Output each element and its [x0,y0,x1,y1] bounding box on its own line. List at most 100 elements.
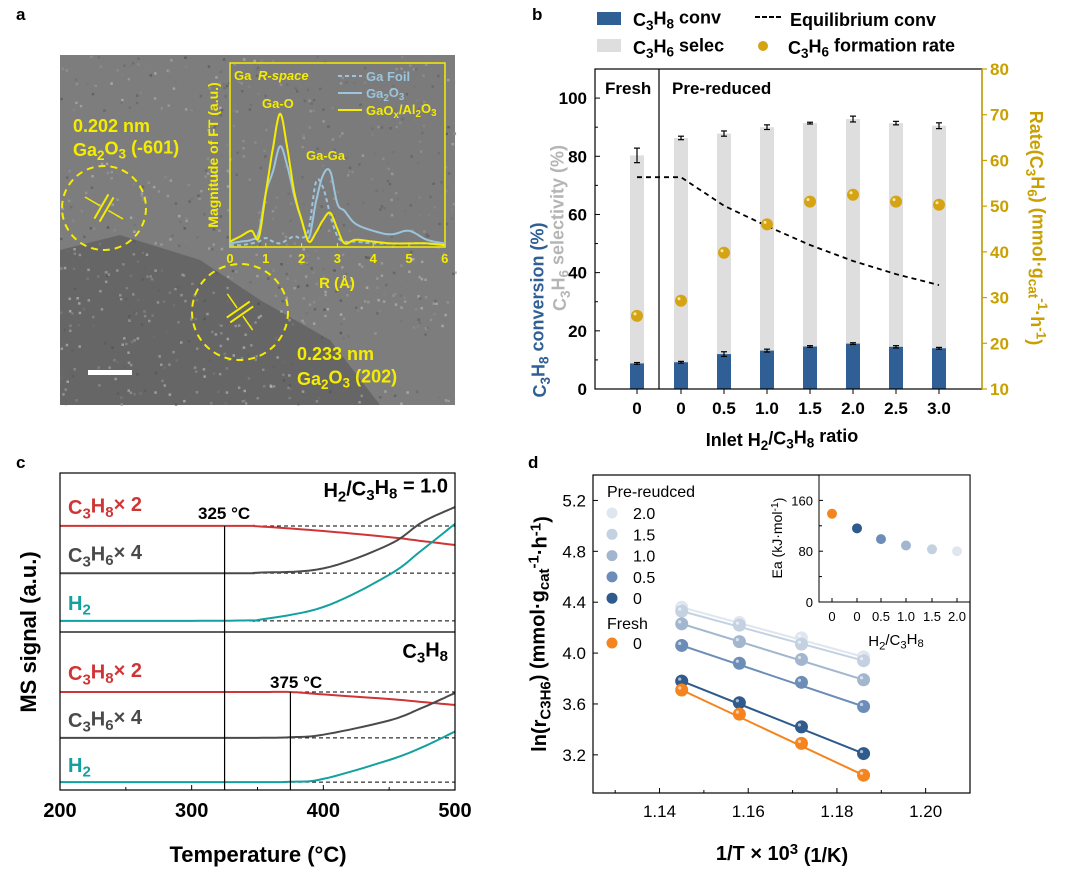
tem-speckle [264,94,267,98]
tem-speckle [380,126,384,129]
tem-speckle [317,396,321,400]
inset-x-tick-label: 2.0 [948,609,966,624]
tem-speckle [98,242,102,246]
x-tick-label: 1.5 [798,399,822,418]
x-tick-label: 1.16 [732,802,765,821]
tem-speckle [320,205,323,208]
tem-speckle [361,265,364,268]
tem-speckle [234,324,237,328]
tem-speckle [277,286,281,289]
tem-speckle [332,197,336,200]
tem-speckle [375,189,378,193]
tem-speckle [187,183,190,187]
tem-speckle [381,189,385,192]
tem-speckle [190,318,193,321]
tem-speckle [310,102,314,105]
legend-swatch-conv [597,12,621,25]
x-tick-label: 5 [405,251,412,266]
legend-label: C3H8 conv [633,7,721,33]
tem-speckle [380,262,384,265]
tem-speckle [300,200,303,203]
tem-speckle [392,271,396,275]
plot-frame [594,68,983,390]
tem-speckle [424,333,427,336]
tem-speckle [282,360,285,364]
tem-speckle [273,100,277,103]
tem-speckle [219,344,223,348]
y-tick-label: 60 [568,205,587,224]
tem-speckle [220,332,223,335]
tem-speckle [288,318,291,322]
tem-speckle [235,110,239,113]
y-tick-label: 4.8 [562,542,586,561]
x-tick-label: 3.0 [927,399,951,418]
tem-speckle [198,197,202,201]
tem-speckle [78,302,81,305]
tem-speckle [312,271,315,274]
tem-speckle [454,271,457,274]
tem-speckle [265,128,268,132]
tem-speckle [417,295,420,298]
tem-speckle [129,216,133,219]
tem-speckle [142,198,145,201]
tem-speckle [149,74,153,77]
tem-speckle [84,191,88,195]
ms-signal-h2 [60,730,456,784]
tem-speckle [418,196,421,199]
tem-speckle [322,108,325,111]
tem-speckle [429,318,433,322]
inset-y-axis-label: Ea (kJ·mol-1) [769,498,787,579]
tem-speckle [143,389,146,393]
tem-speckle [420,307,423,310]
tem-speckle [339,82,343,85]
tem-speckle [79,104,83,108]
rate-point [675,294,687,307]
tem-speckle [281,232,285,235]
lattice-arrow [226,293,238,309]
tem-speckle [165,330,168,334]
tem-speckle [119,294,122,297]
tem-speckle [73,287,77,291]
tem-speckle [214,333,218,336]
tem-speckle [68,370,71,373]
tem-speckle [145,253,149,256]
tem-speckle [62,393,65,396]
tem-speckle [432,302,435,305]
tem-speckle [302,133,305,137]
point-highlight [735,638,739,642]
tem-speckle [327,229,331,232]
tem-speckle [272,60,275,63]
tem-speckle [331,138,335,141]
tem-speckle [154,72,157,75]
tem-speckle [220,108,224,112]
tem-speckle [90,186,94,189]
tem-speckle [69,324,72,327]
tem-speckle [442,67,445,70]
tem-speckle [312,109,315,112]
tem-speckle [227,171,230,174]
tem-speckle [185,219,188,223]
x-tick-label: 2.0 [841,399,865,418]
tem-speckle [280,310,283,313]
tem-speckle [208,131,211,135]
tem-speckle [213,126,216,129]
tem-speckle [377,298,380,302]
tem-speckle [326,270,329,273]
tem-speckle [68,297,71,300]
arrhenius-point [732,707,746,721]
tem-speckle [270,124,274,127]
x-tick-label: 0 [226,251,233,266]
tem-speckle [414,308,418,311]
tem-speckle [123,337,126,340]
particle-circle [191,263,289,361]
tem-speckle [219,106,222,110]
tem-speckle [106,171,110,175]
tem-speckle [308,303,312,306]
tem-speckle [113,358,116,362]
tem-speckle [306,284,309,287]
activation-energy-point [927,544,937,555]
y-tick-label: 4.0 [562,644,586,663]
tem-speckle [423,100,426,104]
arrhenius-point [857,654,871,668]
tem-speckle [394,292,397,296]
